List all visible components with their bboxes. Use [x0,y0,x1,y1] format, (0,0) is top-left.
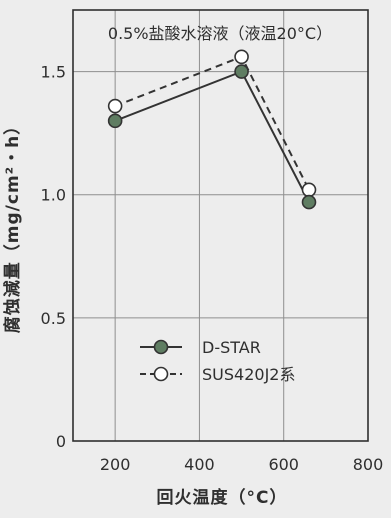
plot-frame [72,9,369,442]
data-point [107,113,123,129]
x-axis-label: 回火温度（°C） [157,487,288,508]
x-tick-label: 400 [184,455,215,474]
y-tick-label: 0 [56,432,66,451]
plot-area [73,10,368,441]
x-tick-label: 600 [268,455,299,474]
x-tick-label: 800 [353,455,384,474]
legend-marker [153,339,169,355]
data-point [234,49,249,65]
y-tick-label: 1.0 [41,186,66,205]
chart-annotation: 0.5%盐酸水溶液（液温20°C） [108,24,332,43]
grid-lines [73,10,368,441]
x-tick-label: 200 [100,455,131,474]
legend-label: SUS420J2系 [202,365,295,384]
data-point [107,98,123,114]
tick-labels: 200 400 600 800 0 0.5 1.0 1.5 [41,63,384,474]
y-axis-label: 腐蚀減量（mg/cm²・h） [2,117,23,333]
data-point [301,194,317,210]
legend-label: D-STAR [202,338,261,357]
legend-marker [153,366,169,382]
series-layer [107,49,317,210]
data-point [301,182,317,198]
legend: D-STAR SUS420J2系 [140,338,295,384]
data-point [234,64,249,79]
y-tick-label: 1.5 [41,63,66,82]
y-tick-label: 0.5 [41,309,66,328]
